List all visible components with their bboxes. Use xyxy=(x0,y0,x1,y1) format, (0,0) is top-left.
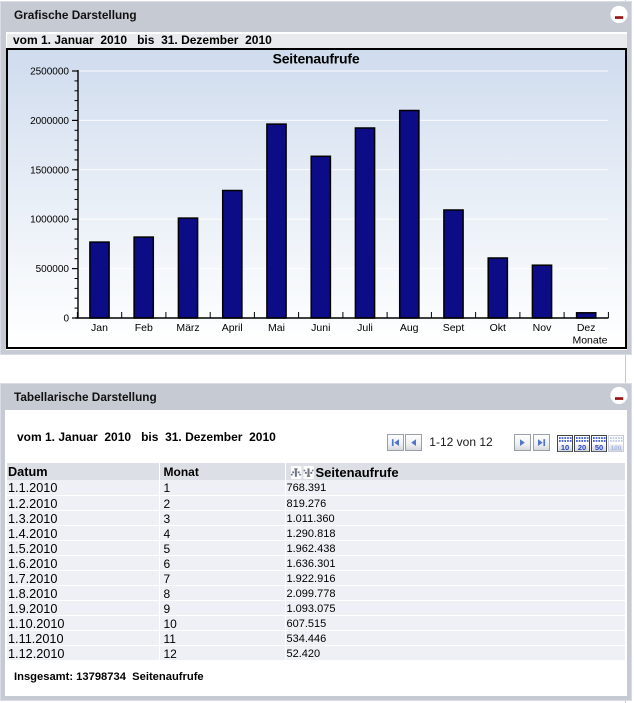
svg-text:Seitenaufrufe: Seitenaufrufe xyxy=(273,51,360,67)
svg-text:500000: 500000 xyxy=(36,264,70,275)
svg-text:0: 0 xyxy=(63,314,69,325)
svg-text:2500000: 2500000 xyxy=(30,67,69,78)
svg-text:April: April xyxy=(222,322,243,334)
svg-text:Aug: Aug xyxy=(400,322,419,334)
svg-text:10: 10 xyxy=(561,443,569,452)
svg-text:2000000: 2000000 xyxy=(30,116,69,127)
svg-text:Juni: Juni xyxy=(311,322,330,334)
svg-text:50: 50 xyxy=(595,443,603,452)
svg-text:20: 20 xyxy=(578,443,586,452)
svg-text:Okt: Okt xyxy=(490,322,506,334)
svg-text:März: März xyxy=(176,322,199,334)
svg-text:Monate: Monate xyxy=(572,335,607,347)
svg-text:1000000: 1000000 xyxy=(30,215,69,226)
svg-text:Sept: Sept xyxy=(443,322,465,334)
svg-text:Nov: Nov xyxy=(533,322,552,334)
svg-text:Jan: Jan xyxy=(91,322,108,334)
svg-text:Dez: Dez xyxy=(577,322,596,334)
svg-text:Feb: Feb xyxy=(135,322,153,334)
svg-text:1500000: 1500000 xyxy=(30,165,69,176)
svg-text:Mai: Mai xyxy=(268,322,285,334)
svg-text:100: 100 xyxy=(611,445,622,452)
svg-text:Juli: Juli xyxy=(357,322,373,334)
